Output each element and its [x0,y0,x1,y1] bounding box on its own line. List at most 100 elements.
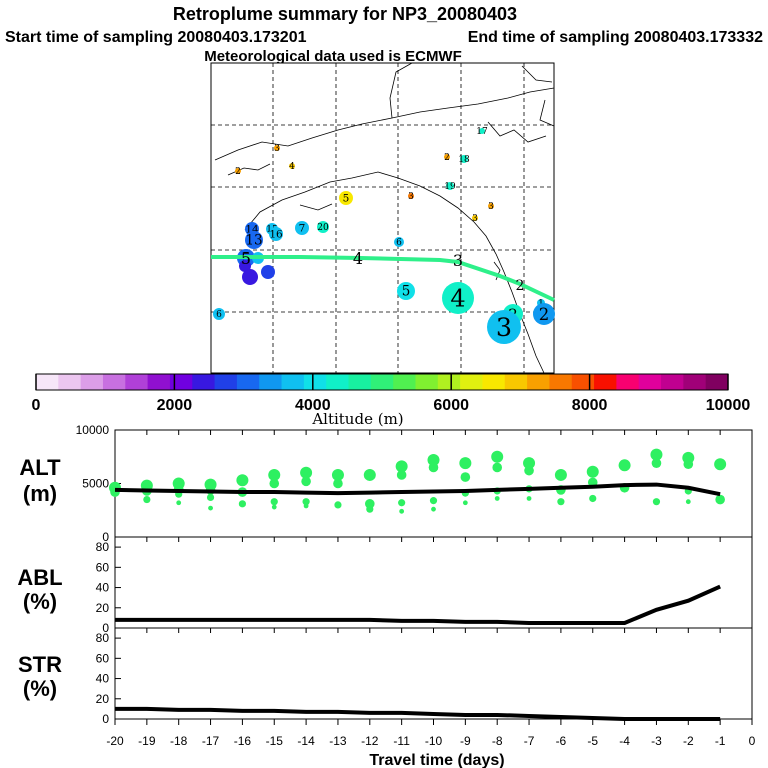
map-marker [235,168,241,174]
colorbar-cell [326,374,350,390]
map-marker [213,308,225,320]
figure-title: Retroplume summary for NP3_20080403 [173,4,517,24]
colorbar-cell [705,374,729,390]
alt-dot [270,498,278,506]
colorbar-tick-label: 4000 [295,397,331,414]
alt-dot [301,476,311,487]
colorbar-cell [460,374,483,390]
colorbar-tick-label: 10000 [706,397,751,414]
map-marker-label: 6 [396,238,402,248]
map-markers: 1732184219353314157201613655412263 [213,127,555,344]
alt-panel: ALT (m) 10000 5000 0 [19,423,753,544]
map-graticule [211,63,554,373]
x-tick-label: -5 [587,734,598,748]
y-tick-label: 10000 [76,423,110,437]
alt-dot [431,506,436,512]
alt-dot [143,495,151,504]
colorbar-cell [348,374,372,390]
alt-dot [236,474,249,487]
str-unit: (%) [23,676,57,701]
alt-dot [176,500,182,506]
map-marker-label: 6 [216,310,222,320]
trajectory-day-label: 5 [241,249,251,268]
alt-dot [333,478,343,489]
alt-dot [523,457,536,470]
map-marker-label: 3 [488,202,494,212]
map-marker [242,269,258,285]
x-tick-label: -19 [138,734,156,748]
map-marker [269,227,283,241]
colorbar-cell [638,374,662,390]
colorbar-cell [169,374,193,390]
map-marker-label: 3 [274,144,280,154]
alt-dot [427,453,440,466]
colorbar-tick-label: 8000 [572,397,608,414]
alt-dot [303,503,309,509]
colorbar-tick-label: 0 [32,397,41,414]
abl-unit: (%) [23,589,57,614]
alt-unit: (m) [23,481,57,506]
str-panel: STR (%) 80 60 40 20 0 [18,627,753,726]
altitude-colorbar: 0 2000 4000 6000 8000 10000 [32,373,751,414]
x-tick-label: -12 [361,734,379,748]
map-marker-label: 2 [444,153,450,163]
map-marker [460,155,468,163]
alt-dot [268,468,281,481]
map-marker [446,182,454,190]
alt-dot [554,468,567,481]
colorbar-cell [370,374,394,390]
alt-dot [300,466,313,479]
alt-dot [651,458,662,468]
x-tick-label: -4 [619,734,630,748]
trajectory-day-label: 3 [453,251,463,270]
y-tick-label: 80 [96,540,110,554]
x-minor-ticks [114,430,753,633]
map-marker [274,145,280,151]
colorbar-cell [616,374,640,390]
map-marker-label: 5 [343,193,350,205]
map-marker-label: 16 [269,229,283,241]
x-tick-label: -11 [393,734,410,748]
alt-dot [491,450,504,463]
map-marker-label: 3 [408,192,414,202]
alt-mean-line [114,482,721,497]
meteo-note: Meteorological data used is ECMWF [204,48,462,65]
alt-dot [302,498,310,506]
map-marker [295,221,309,235]
x-tick-label: -2 [683,734,694,748]
y-tick-label: 60 [96,651,110,665]
x-tick-label: -7 [524,734,535,748]
map-marker-label: 17 [476,127,488,137]
colorbar-cell [125,374,149,390]
x-tick-label: -3 [651,734,662,748]
alt-dot [271,504,277,510]
alt-dot [429,497,438,505]
colorbar-cell [527,374,550,390]
alt-dot [269,478,280,489]
alt-dot [396,470,407,480]
map-marker [488,203,494,209]
colorbar-cell [683,374,707,390]
alt-dot [618,459,631,472]
y-tick-label: 60 [96,560,110,574]
alt-dot [557,498,565,506]
y-tick-label: 20 [96,601,110,615]
x-tick-label: -1 [715,734,726,748]
alt-dot [331,468,344,481]
map-marker-label: 3 [496,313,512,343]
abl-frame [114,536,753,629]
map-marker [289,163,295,169]
alt-dot [685,499,691,505]
colorbar-cell [36,374,59,390]
x-tick-label: -15 [266,734,284,748]
colorbar-cell [236,374,260,390]
colorbar-cell [415,374,439,390]
x-tick-label: -17 [202,734,220,748]
alt-dot [365,499,375,509]
abl-panel: ABL (%) 80 60 40 20 0 [17,536,753,635]
map-marker-label: 2 [539,305,550,324]
start-time-label: Start time of sampling 20080403.173201 [5,29,307,46]
